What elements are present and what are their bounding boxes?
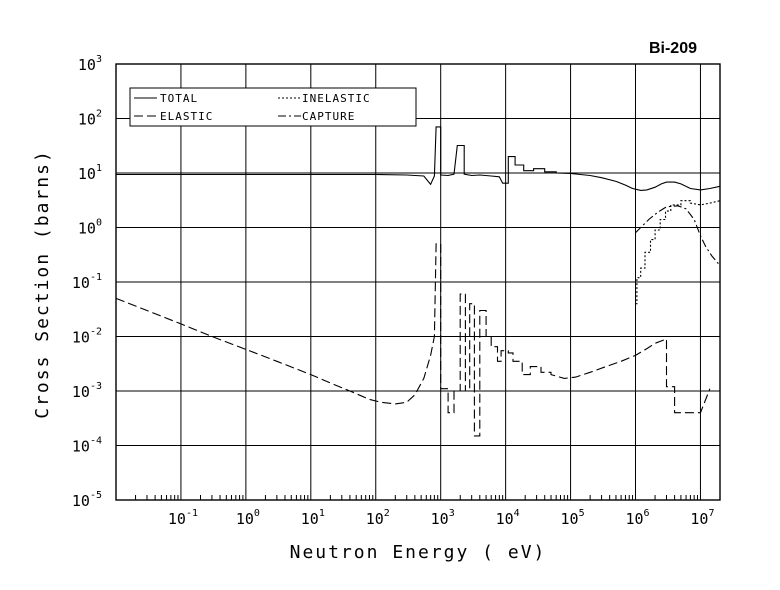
y-axis-title: Cross Section (barns) <box>32 149 53 419</box>
legend-box <box>129 87 417 127</box>
grid-layer <box>116 63 721 501</box>
series-line-total <box>116 126 721 191</box>
legend-label-total: TOTAL <box>160 92 198 105</box>
series-line-inelastic <box>635 200 721 305</box>
y-tick-label: 10-1 <box>72 272 102 292</box>
y-tick-label: 10-3 <box>72 381 102 401</box>
y-tick-label: 102 <box>78 109 102 129</box>
x-tick-label: 104 <box>496 508 520 528</box>
plot-frame <box>115 63 721 501</box>
y-tick-label: 103 <box>78 54 102 74</box>
y-tick-label: 100 <box>78 218 102 238</box>
x-tick-label: 10-1 <box>168 508 198 528</box>
x-tick-label: 105 <box>561 508 585 528</box>
y-tick-label: 10-2 <box>72 327 102 347</box>
x-tick-labels: 10-1 100 101 102 103 104 105 106 107 <box>168 508 715 528</box>
x-tick-label: 102 <box>366 508 390 528</box>
legend-label-elastic: ELASTIC <box>160 110 213 123</box>
y-tick-label: 10-4 <box>72 436 102 456</box>
series-line-capture <box>635 205 721 266</box>
x-tick-label: 107 <box>690 508 714 528</box>
x-tick-label: 100 <box>236 508 260 528</box>
legend-label-inelastic: INELASTIC <box>302 92 371 105</box>
x-axis-title: Neutron Energy ( eV) <box>290 542 547 563</box>
legend-label-capture: CAPTURE <box>302 110 355 123</box>
series-layer <box>115 126 721 437</box>
series-line-elastic <box>115 243 711 437</box>
chart-title: Bi-209 <box>649 40 697 57</box>
y-tick-labels: 103 102 101 100 10-1 10-2 10-3 10-4 10-5 <box>72 54 102 510</box>
x-tick-label: 101 <box>301 508 325 528</box>
y-tick-label: 10-5 <box>72 490 102 510</box>
x-tick-label: 106 <box>625 508 649 528</box>
legend: TOTAL ELASTIC INELASTIC CAPTURE <box>129 87 417 127</box>
x-tick-label: 103 <box>431 508 455 528</box>
y-tick-label: 101 <box>78 163 102 183</box>
